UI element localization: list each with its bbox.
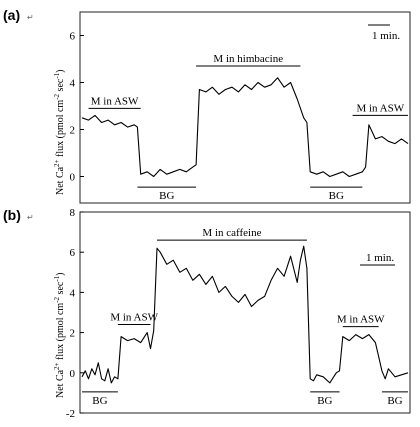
panel-a-annotation-label: M in ASW [91,95,139,107]
panel-a-annotation-label: M in himbacine [213,53,283,65]
panel-b-frame [79,211,411,414]
panel-a-annotation-label: M in ASW [356,102,404,114]
panel-b-label: (b) [3,207,21,223]
panel-a-ytick-label: 2 [70,125,76,137]
panel-a-trace [81,77,409,178]
panel-b-annotations: BG M in ASW M in caffeine BG M in ASW BG [82,227,408,407]
panel-b-ytick-label: 0 [70,368,76,380]
panel-b-trace [81,245,409,384]
panel-b: (b) ↵ Net Ca2+ flux (pmol cm-2 sec-1) -2… [3,207,411,420]
panel-b-annotation-label: BG [387,395,402,407]
panel-a-annotation-label: BG [329,190,344,202]
panel-a-label: (a) [3,7,20,23]
panel-b-ytick-label: 4 [70,287,76,299]
panel-a-ylabel: Net Ca2+ flux (pmol cm-2 sec-1) [53,69,66,195]
panel-a-ytick-label: 0 [70,172,76,184]
panel-b-y-ticks: -2 0 2 4 6 8 [66,207,84,420]
panel-b-annotation-label: M in ASW [110,312,158,324]
panel-b-ytick-label: -2 [66,408,75,420]
panel-b-ytick-label: 2 [70,328,76,340]
panel-b-scale-label: 1 min. [366,252,394,264]
panel-b-ylabel: Net Ca2+ flux (pmol cm-2 sec-1) [53,272,66,398]
panel-a-annotations: M in ASW BG M in himbacine BG M in ASW [88,53,408,202]
panel-a-y-ticks: 0 2 4 6 [70,31,84,184]
panel-b-annotation-label: BG [92,395,107,407]
panel-b-ytick-label: 6 [70,247,76,259]
panel-b-mark: ↵ [27,213,34,222]
panel-a: (a) ↵ Net Ca2+ flux (pmol cm-2 sec-1) 0 2… [3,7,411,204]
panel-a-frame [79,11,411,204]
panel-b-annotation-label: M in ASW [337,314,385,326]
panel-a-mark: ↵ [27,13,34,22]
panel-b-ytick-label: 8 [70,207,76,219]
panel-b-annotation-label: M in caffeine [202,227,261,239]
panel-b-annotation-label: BG [317,395,332,407]
panel-a-scale-label: 1 min. [372,30,400,42]
panel-a-ytick-label: 6 [70,31,76,43]
panel-a-annotation-label: BG [159,190,174,202]
panel-a-ytick-label: 4 [70,78,76,90]
